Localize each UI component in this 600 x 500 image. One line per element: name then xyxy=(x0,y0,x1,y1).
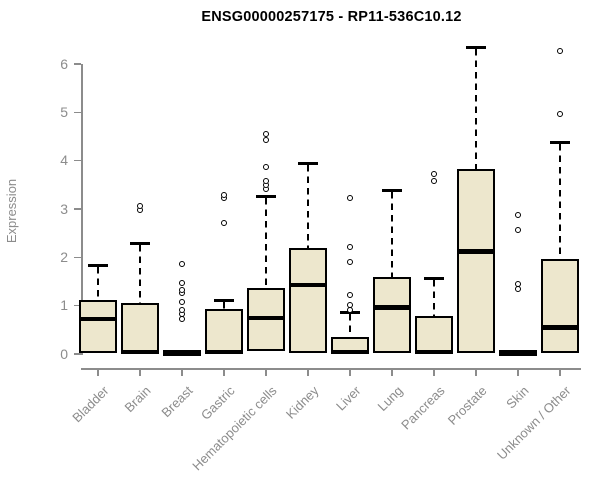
median-breast xyxy=(163,350,201,356)
median-unknown-other xyxy=(541,325,579,330)
x-axis-tick xyxy=(349,369,351,376)
outlier-point-liver xyxy=(347,292,353,299)
whisker-cap-bladder xyxy=(88,263,108,267)
whisker-bladder xyxy=(97,266,99,300)
outlier-point-gastric xyxy=(221,220,227,227)
x-axis-tick xyxy=(475,369,477,376)
box-gastric xyxy=(205,308,243,354)
outlier-point-pancreas xyxy=(431,177,437,184)
x-axis-tick xyxy=(223,369,225,376)
whisker-lung xyxy=(391,192,393,277)
outlier-point-breast xyxy=(179,287,185,294)
y-axis-tick xyxy=(74,159,81,162)
outlier-point-pancreas xyxy=(431,171,437,178)
whisker-unknown-other xyxy=(559,143,561,260)
whisker-kidney xyxy=(307,164,309,248)
median-kidney xyxy=(289,282,327,288)
box-unknown-other xyxy=(541,259,579,354)
box-lung xyxy=(373,276,411,354)
median-skin xyxy=(499,350,537,356)
whisker-cap-lung xyxy=(382,189,402,193)
whisker-hematopoietic-cells xyxy=(265,198,267,288)
whisker-cap-brain xyxy=(130,242,150,246)
median-bladder xyxy=(79,316,117,322)
outlier-point-liver xyxy=(347,302,353,309)
outlier-point-breast xyxy=(179,298,185,305)
y-tick-label: 0 xyxy=(60,345,68,362)
whisker-cap-prostate xyxy=(466,45,486,49)
outlier-point-hematopoietic-cells xyxy=(263,163,269,170)
whisker-cap-pancreas xyxy=(424,276,444,280)
outlier-point-breast xyxy=(179,316,185,323)
median-liver xyxy=(331,349,369,355)
whisker-prostate xyxy=(475,48,477,170)
y-tick-label: 4 xyxy=(60,152,68,169)
median-lung xyxy=(373,305,411,310)
y-tick-label: 6 xyxy=(60,55,68,72)
median-prostate xyxy=(457,249,495,254)
median-pancreas xyxy=(415,349,453,355)
y-axis-label: Expression xyxy=(4,178,19,244)
y-tick-label: 5 xyxy=(60,103,68,120)
median-brain xyxy=(121,349,159,355)
y-tick-label: 1 xyxy=(60,297,68,314)
box-prostate xyxy=(457,169,495,354)
chart-title: ENSG00000257175 - RP11-536C10.12 xyxy=(201,9,462,25)
outlier-point-breast xyxy=(179,261,185,268)
outlier-point-skin xyxy=(515,280,521,287)
x-axis-tick xyxy=(265,369,267,376)
outlier-point-liver xyxy=(347,194,353,201)
y-axis-line xyxy=(81,63,83,355)
outlier-point-breast xyxy=(179,307,185,314)
x-axis-tick xyxy=(433,369,435,376)
whisker-gastric xyxy=(223,302,225,309)
whisker-brain xyxy=(139,245,141,304)
box-brain xyxy=(121,303,159,354)
whisker-cap-gastric xyxy=(214,299,234,303)
x-axis-tick xyxy=(307,369,309,376)
y-tick-label: 2 xyxy=(60,248,68,265)
box-pancreas xyxy=(415,316,453,354)
whisker-liver xyxy=(349,313,351,338)
outlier-point-hematopoietic-cells xyxy=(263,131,269,138)
outlier-point-liver xyxy=(347,244,353,251)
x-axis-tick xyxy=(559,369,561,376)
outlier-point-unknown-other xyxy=(557,110,563,117)
x-axis-tick xyxy=(181,369,183,376)
y-axis-tick xyxy=(74,63,81,65)
median-gastric xyxy=(205,349,243,355)
y-axis-tick xyxy=(74,256,81,259)
box-kidney xyxy=(289,247,327,354)
whisker-cap-unknown-other xyxy=(550,140,570,144)
box-bladder xyxy=(79,299,117,354)
outlier-point-skin xyxy=(515,211,521,218)
x-axis-tick xyxy=(517,369,519,376)
whisker-pancreas xyxy=(433,279,435,317)
outlier-point-brain xyxy=(137,203,143,210)
whisker-cap-kidney xyxy=(298,161,318,165)
x-axis-tick xyxy=(97,369,99,376)
outlier-point-unknown-other xyxy=(557,47,563,54)
y-axis-tick xyxy=(74,304,81,307)
outlier-point-liver xyxy=(347,259,353,266)
x-axis-tick xyxy=(139,369,141,376)
outlier-point-breast xyxy=(179,279,185,286)
y-axis-tick xyxy=(74,208,81,210)
outlier-point-hematopoietic-cells xyxy=(263,177,269,184)
y-axis-tick xyxy=(74,111,81,114)
outlier-point-gastric xyxy=(221,191,227,198)
outlier-point-hematopoietic-cells xyxy=(263,137,269,144)
x-axis-line xyxy=(81,368,581,370)
outlier-point-skin xyxy=(515,227,521,234)
x-axis-tick xyxy=(391,369,393,376)
y-tick-label: 3 xyxy=(60,200,68,217)
median-hematopoietic-cells xyxy=(247,315,285,320)
y-axis-tick xyxy=(74,353,81,355)
whisker-cap-hematopoietic-cells xyxy=(256,195,276,199)
